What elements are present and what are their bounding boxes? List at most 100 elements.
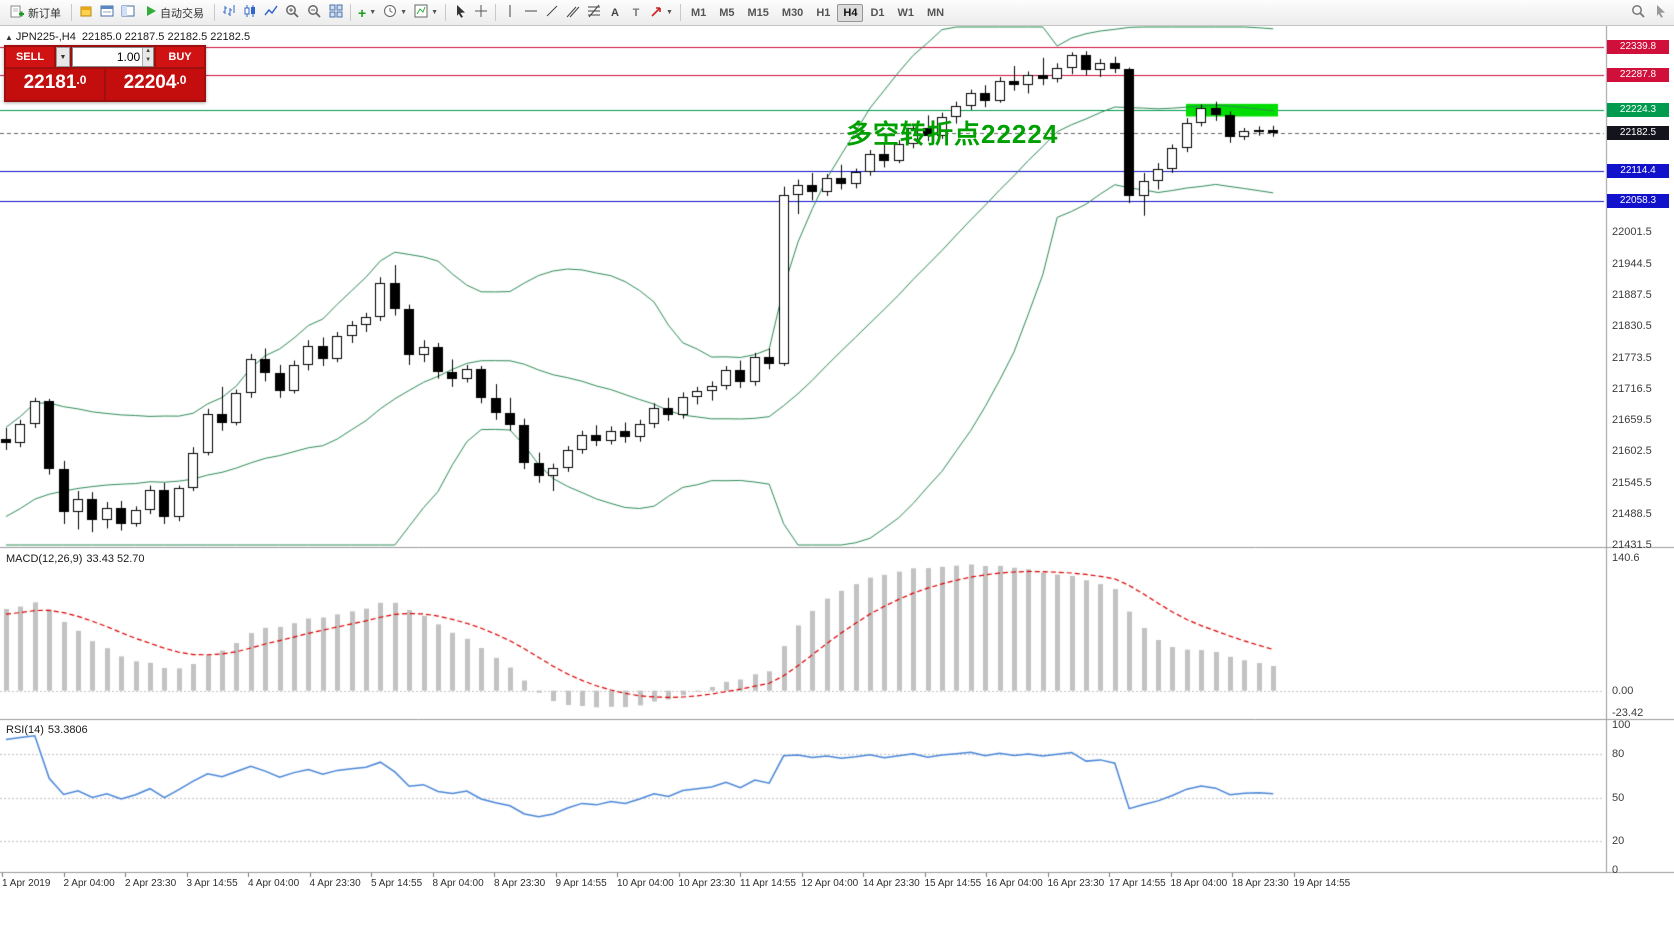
sell-button[interactable]: SELL [6,47,54,67]
channel-icon [566,4,580,21]
arrows-button[interactable]: ▼ [647,3,676,23]
toolbar-separator [679,4,681,21]
indicators-plus-icon: + [358,4,367,21]
zoom-in-button[interactable] [282,3,303,23]
tf-button-m30[interactable]: M30 [781,6,804,19]
candlestick-chart-icon [243,4,257,21]
periods-button[interactable]: ▼ [380,3,410,23]
horizontal-line-icon [524,5,538,20]
one-click-collapse-icon[interactable]: ▲ [5,33,13,42]
buy-button[interactable]: BUY [156,47,204,67]
bid-price-tile[interactable]: 22181 .0 [6,69,104,100]
zoom-out-icon [307,4,322,22]
line-chart-icon [264,4,278,21]
tf-button-m15[interactable]: M15 [747,6,769,19]
tf-button-d1[interactable]: D1 [870,6,885,19]
crosshair-icon [474,4,488,21]
vertical-line-button[interactable] [500,3,520,23]
vertical-line-icon [504,4,516,21]
tf-button-m5[interactable]: M5 [719,6,735,19]
zoom-in-icon [285,4,300,22]
text-label-button[interactable]: T [626,3,646,23]
arrow-tool-icon [650,5,663,21]
tf-button-w1[interactable]: W1 [897,6,915,19]
tf-button-h4[interactable]: H4 [837,3,864,22]
ask-price-main: 22204 [123,72,177,93]
trendline-button[interactable] [542,3,562,23]
indicators-button[interactable]: + ▼ [355,3,379,23]
macd-panel-title: MACD(12,26,9) 33.43 52.70 [6,553,149,565]
fibonacci-icon [587,4,601,21]
symbol-timeframe-text: JPN225-,H4 [15,31,76,43]
new-order-label: 新订单 [28,7,61,20]
autotrading-button[interactable]: 自动交易 [139,3,210,23]
search-icon [1631,4,1646,22]
macd-label: MACD(12,26,9) [6,553,83,565]
tile-windows-icon [329,4,343,21]
text-button[interactable]: A [605,3,625,23]
fibonacci-button[interactable] [584,3,604,23]
toolbar-separator [71,4,72,21]
bid-price-main: 22181 [23,72,77,93]
tile-windows-button[interactable] [326,3,346,23]
market-watch-icon [100,4,114,21]
tf-button-m1[interactable]: M1 [690,6,707,19]
new-order-icon [10,4,25,22]
volume-input[interactable] [73,48,143,66]
text-icon: A [611,6,619,19]
template-chart-icon [414,4,428,21]
bar-chart-button[interactable] [219,3,239,23]
new-order-button[interactable]: 新订单 [4,3,67,23]
bar-chart-icon [222,4,236,21]
zoom-out-button[interactable] [304,3,325,23]
cursor-arrow-icon [454,4,467,21]
main-toolbar: 新订单 自动交易 + ▼ ▼ ▼ A T ▼ M1 M5 M15 M30 H1 [0,0,1674,26]
toolbar-separator [445,4,446,21]
macd-values: 33.43 52.70 [86,553,145,565]
bid-price-decimal: .0 [76,73,87,87]
search-button[interactable] [1628,3,1649,23]
chevron-down-icon: ▼ [400,9,408,16]
volume-step-up-button[interactable]: ▲ [143,48,153,57]
chart-area: ▲ JPN225-,H4 22185.0 22187.5 22182.5 22182… [0,26,1674,947]
navigator-button[interactable] [118,3,138,23]
help-pointer-button[interactable] [1650,3,1670,23]
ask-price-tile[interactable]: 22204 .0 [106,69,204,100]
profiles-button[interactable] [76,3,96,23]
clock-icon [383,4,397,21]
chevron-down-icon: ▼ [369,9,377,16]
volume-stepper: ▲ ▼ [142,48,153,66]
chart-symbol-label: ▲ JPN225-,H4 22185.0 22187.5 22182.5 22182… [5,31,250,43]
pointer-icon [1654,4,1667,21]
horizontal-line-button[interactable] [521,3,541,23]
autotrading-label: 自动交易 [160,7,204,20]
volume-step-down-button[interactable]: ▼ [143,57,153,66]
volume-dropdown-button[interactable]: ▼ [56,47,70,67]
crosshair-button[interactable] [471,3,491,23]
chevron-down-icon: ▼ [666,9,673,16]
line-chart-button[interactable] [261,3,281,23]
rsi-panel-title: RSI(14) 53.3806 [6,724,92,736]
ohlc-values-text: 22185.0 22187.5 22182.5 22182.5 [81,31,251,43]
navigator-icon [121,4,135,21]
cursor-button[interactable] [450,3,470,23]
price-chart-canvas[interactable] [0,26,1674,947]
tf-button-mn[interactable]: MN [927,6,945,19]
channel-button[interactable] [563,3,583,23]
market-watch-button[interactable] [97,3,117,23]
annotation-text: 多空转折点22224 [846,119,1059,149]
toolbar-separator [214,4,215,21]
toolbar-separator [350,4,351,21]
chevron-down-icon: ▼ [431,9,438,16]
ask-price-decimal: .0 [176,73,187,87]
templates-button[interactable]: ▼ [411,3,441,23]
tf-button-h1[interactable]: H1 [816,6,831,19]
text-label-icon: T [632,6,640,19]
autotrading-play-icon [145,5,157,20]
trendline-icon [545,4,559,21]
volume-field: ▲ ▼ [72,47,154,67]
candlestick-chart-button[interactable] [240,3,260,23]
rsi-value: 53.3806 [47,724,88,736]
timeframe-group: M1 M5 M15 M30 H1 H4 D1 W1 MN [685,3,950,22]
